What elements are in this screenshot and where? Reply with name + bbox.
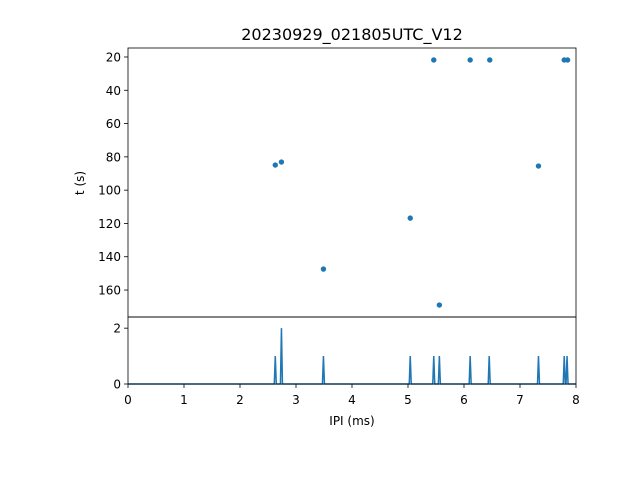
y-tick-label: 140 <box>98 250 121 264</box>
x-tick-label: 7 <box>516 393 524 407</box>
y-tick-label: 60 <box>106 117 121 131</box>
x-tick-label: 8 <box>572 393 580 407</box>
y-tick-label: 80 <box>106 150 121 164</box>
scatter-point <box>487 57 493 63</box>
histogram-line <box>128 328 576 385</box>
bottom-axes-frame <box>127 316 577 385</box>
y-tick-label: 120 <box>98 217 121 231</box>
y-axis-label: t (s) <box>73 171 87 195</box>
scatter-point <box>431 57 437 63</box>
scatter-point <box>407 215 413 221</box>
y-tick-label: 2 <box>113 322 121 336</box>
y-tick-label: 20 <box>106 50 121 64</box>
y-tick-label: 160 <box>98 284 121 298</box>
scatter-point <box>272 162 278 168</box>
x-tick-label: 4 <box>348 393 356 407</box>
scatter-point <box>535 163 542 169</box>
x-tick-label: 3 <box>292 393 300 407</box>
top-axes-frame <box>127 47 577 318</box>
chart-title: 20230929_021805UTC_V12 <box>241 25 463 45</box>
scatter-point <box>278 159 285 165</box>
scatter-point <box>320 266 327 272</box>
x-tick-label: 5 <box>404 393 412 407</box>
y-tick-label: 0 <box>113 378 121 392</box>
y-tick-label: 40 <box>106 84 121 98</box>
x-tick-label: 2 <box>236 393 244 407</box>
y-tick-label: 100 <box>98 184 121 198</box>
x-tick-label: 1 <box>180 393 188 407</box>
x-tick-label: 0 <box>124 393 132 407</box>
scatter-point <box>436 302 443 308</box>
x-axis-label: IPI (ms) <box>329 414 374 428</box>
scatter-point <box>467 57 473 63</box>
x-tick-label: 6 <box>460 393 468 407</box>
scatter-point <box>564 57 571 63</box>
